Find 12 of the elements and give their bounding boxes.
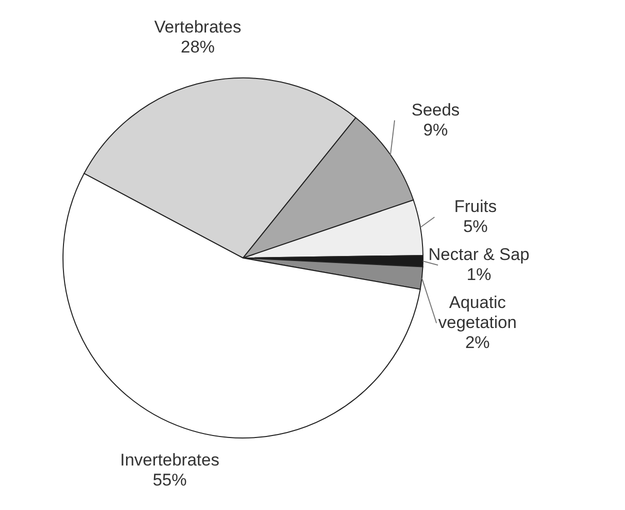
slice-label: Invertebrates xyxy=(120,450,220,470)
slice-label: Seeds xyxy=(411,100,460,120)
data-label: 2% xyxy=(465,333,490,352)
data-label: 55% xyxy=(152,470,187,490)
slice-label: Aquatic vegetation xyxy=(438,293,517,332)
slice-label: Vertebrates xyxy=(154,18,242,37)
data-label: 5% xyxy=(463,217,488,236)
data-label: 1% xyxy=(466,265,492,284)
data-label: 28% xyxy=(180,38,215,57)
data-label: 9% xyxy=(423,120,448,140)
slice-label: Fruits xyxy=(454,197,497,216)
slice-label: Nectar & Sap xyxy=(428,245,530,264)
